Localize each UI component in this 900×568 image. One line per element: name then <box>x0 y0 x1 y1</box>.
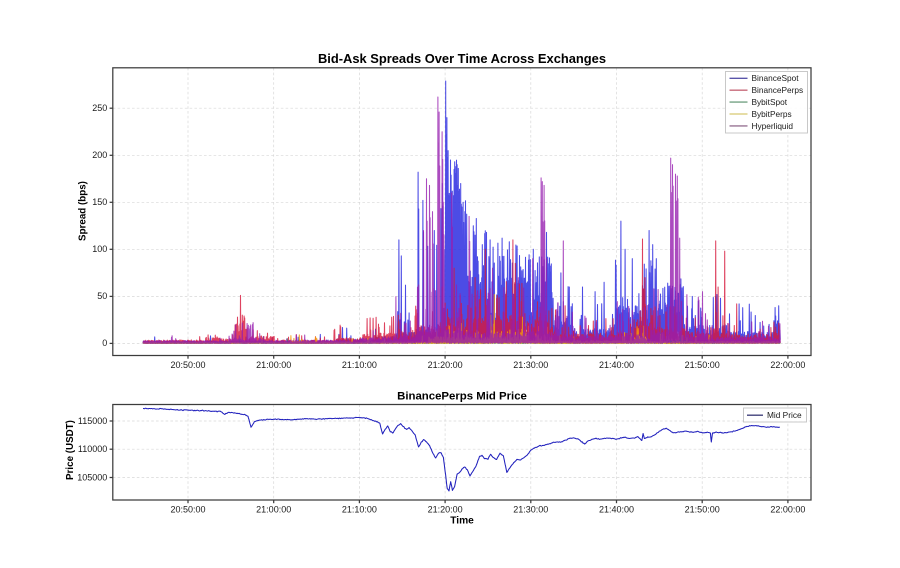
svg-text:21:40:00: 21:40:00 <box>599 360 634 370</box>
svg-text:Mid Price: Mid Price <box>767 410 802 420</box>
svg-text:Price (USDT): Price (USDT) <box>65 420 76 480</box>
svg-text:21:50:00: 21:50:00 <box>685 505 720 515</box>
svg-text:21:40:00: 21:40:00 <box>599 505 634 515</box>
svg-text:BinanceSpot: BinanceSpot <box>752 73 800 83</box>
svg-text:21:30:00: 21:30:00 <box>513 505 548 515</box>
svg-text:20:50:00: 20:50:00 <box>170 505 205 515</box>
svg-text:21:00:00: 21:00:00 <box>256 505 291 515</box>
svg-text:BybitPerps: BybitPerps <box>752 109 792 119</box>
svg-text:21:20:00: 21:20:00 <box>428 505 463 515</box>
svg-text:110000: 110000 <box>78 444 107 454</box>
svg-text:150: 150 <box>92 197 107 207</box>
svg-text:21:20:00: 21:20:00 <box>428 360 463 370</box>
svg-text:100: 100 <box>92 244 107 254</box>
svg-text:Spread (bps): Spread (bps) <box>78 181 89 241</box>
svg-text:50: 50 <box>97 291 107 301</box>
svg-text:21:10:00: 21:10:00 <box>342 505 377 515</box>
svg-text:BinancePerps Mid Price: BinancePerps Mid Price <box>397 390 527 402</box>
svg-text:250: 250 <box>92 103 107 113</box>
svg-text:105000: 105000 <box>77 472 107 482</box>
svg-text:Bid-Ask Spreads Over Time Acro: Bid-Ask Spreads Over Time Across Exchang… <box>318 51 606 66</box>
svg-text:BybitSpot: BybitSpot <box>752 97 788 107</box>
svg-text:0: 0 <box>102 338 107 348</box>
svg-text:BinancePerps: BinancePerps <box>752 85 804 95</box>
svg-text:21:50:00: 21:50:00 <box>685 360 720 370</box>
svg-text:22:00:00: 22:00:00 <box>770 505 805 515</box>
svg-text:115000: 115000 <box>78 416 107 426</box>
svg-text:22:00:00: 22:00:00 <box>770 360 805 370</box>
svg-text:21:10:00: 21:10:00 <box>342 360 377 370</box>
svg-text:200: 200 <box>92 150 107 160</box>
svg-text:Hyperliquid: Hyperliquid <box>752 121 794 131</box>
svg-text:Time: Time <box>450 515 474 526</box>
svg-text:20:50:00: 20:50:00 <box>170 360 205 370</box>
svg-text:21:30:00: 21:30:00 <box>513 360 548 370</box>
svg-text:21:00:00: 21:00:00 <box>256 360 291 370</box>
